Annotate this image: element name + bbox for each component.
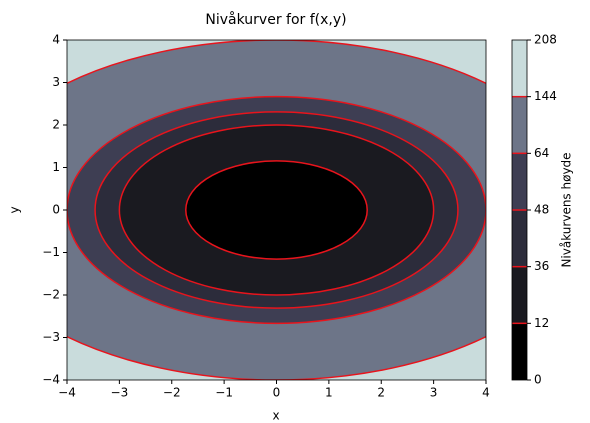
- x-tick-label: 4: [482, 386, 490, 400]
- x-tick-label: 2: [377, 386, 385, 400]
- colorbar-label: Nivåkurvens høyde: [560, 152, 574, 267]
- colorbar-tick-label: 12: [534, 316, 549, 330]
- colorbar-band: [512, 96, 527, 154]
- colorbar-tick-label: 144: [534, 89, 557, 103]
- y-tick-label: −1: [42, 245, 60, 259]
- colorbar-band: [512, 40, 527, 97]
- colorbar-tick-label: 64: [534, 146, 549, 160]
- colorbar-frame: [511, 39, 528, 381]
- colorbar-tick-label: 36: [534, 259, 549, 273]
- colorbar-band: [512, 153, 527, 210]
- colorbar-tick-label: 0: [534, 373, 542, 387]
- plot-area: [67, 40, 486, 380]
- x-tick-label: 0: [273, 386, 281, 400]
- contour-line: [185, 160, 368, 260]
- colorbar-tick-label: 48: [534, 203, 549, 217]
- y-tick-label: 0: [52, 203, 60, 217]
- y-tick-label: 2: [52, 118, 60, 132]
- y-tick-label: 4: [52, 33, 60, 47]
- x-tick-label: 1: [325, 386, 333, 400]
- y-tick-label: 3: [52, 75, 60, 89]
- chart-title: Nivåkurver for f(x,y): [205, 11, 346, 28]
- colorbar-band: [512, 323, 527, 380]
- colorbar-tick-label: 208: [534, 33, 557, 47]
- y-tick-label: 1: [52, 160, 60, 174]
- y-tick-label: −3: [42, 330, 60, 344]
- x-axis-label: x: [272, 409, 279, 423]
- x-tick-label: 3: [430, 386, 438, 400]
- x-tick-label: −3: [111, 386, 129, 400]
- colorbar-band: [512, 210, 527, 267]
- colorbar-band: [512, 266, 527, 324]
- y-tick-label: −2: [42, 288, 60, 302]
- x-tick-label: −4: [58, 386, 76, 400]
- x-tick-label: −1: [215, 386, 233, 400]
- x-tick-label: −2: [163, 386, 181, 400]
- y-axis-label: y: [8, 206, 22, 213]
- y-tick-label: −4: [42, 373, 60, 387]
